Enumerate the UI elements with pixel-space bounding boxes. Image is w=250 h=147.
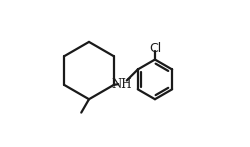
Text: NH: NH: [112, 78, 132, 91]
Text: Cl: Cl: [149, 42, 161, 55]
